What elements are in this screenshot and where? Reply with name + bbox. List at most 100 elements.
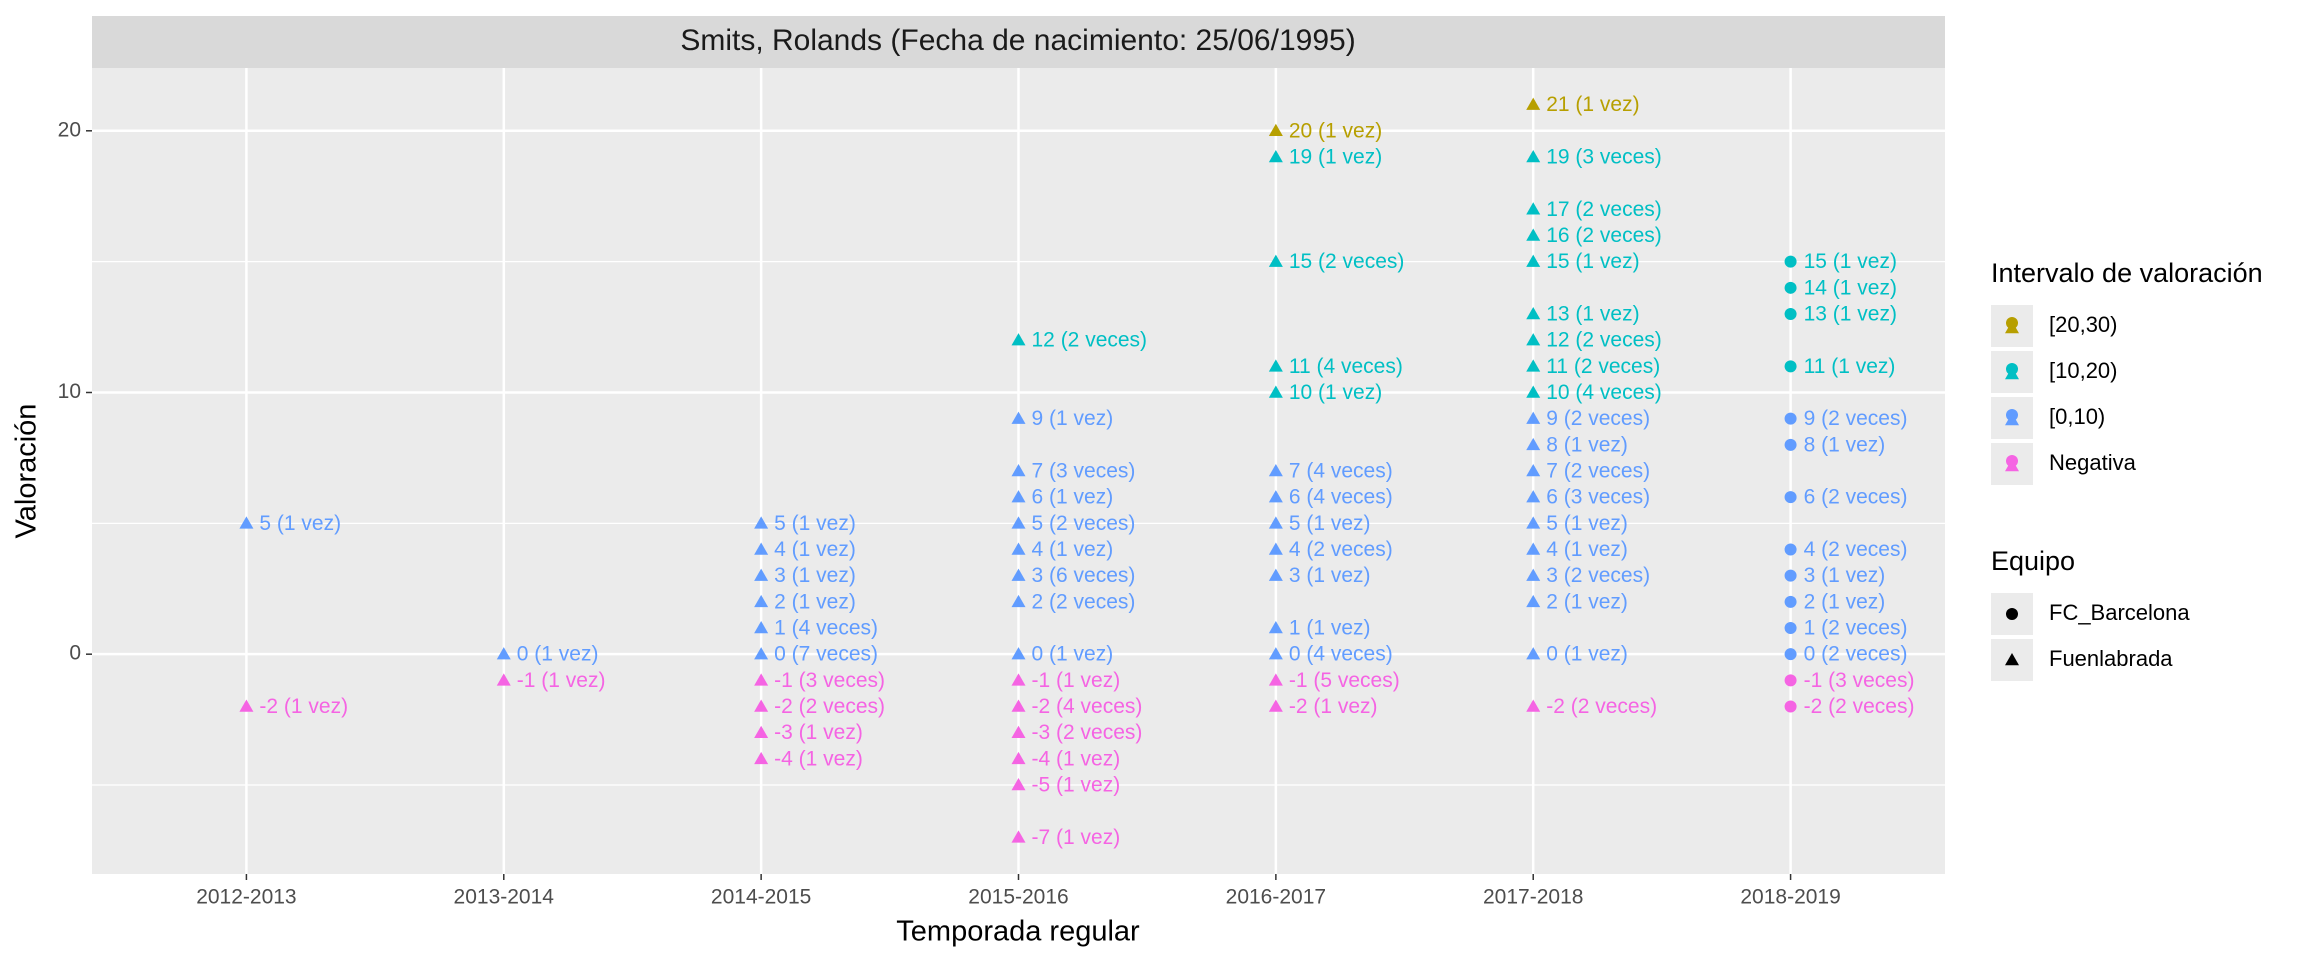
x-tick-label: 2018-2019: [1740, 886, 1840, 909]
point: [1011, 542, 1026, 555]
y-tick-label: 20: [58, 118, 81, 141]
point-label: -1 (3 veces): [1804, 669, 1915, 692]
point: [1526, 385, 1541, 398]
point: [1784, 622, 1797, 635]
point: [496, 673, 511, 686]
legend-swatch: [2006, 608, 2018, 620]
point-label: -1 (1 vez): [517, 669, 606, 692]
point-label: 16 (2 veces): [1546, 224, 1662, 247]
point: [1784, 700, 1797, 713]
x-axis-title: Temporada regular: [896, 916, 1140, 948]
point-label: 3 (1 vez): [1289, 564, 1371, 587]
y-axis-title: Valoración: [11, 404, 43, 539]
y-tick-label: 10: [58, 380, 81, 403]
point: [1784, 595, 1797, 608]
x-tick-label: 2016-2017: [1226, 886, 1326, 909]
point: [1526, 254, 1541, 267]
point: [1784, 307, 1797, 320]
point: [1526, 516, 1541, 529]
point: [1526, 542, 1541, 555]
point-label: 11 (1 vez): [1804, 355, 1896, 378]
point: [1784, 569, 1797, 582]
point-label: 5 (1 vez): [1289, 512, 1371, 535]
point: [1526, 202, 1541, 215]
point: [754, 542, 769, 555]
x-tick-label: 2012-2013: [196, 886, 296, 909]
point-label: 0 (1 vez): [1546, 643, 1628, 666]
legend-swatch: [2005, 321, 2019, 334]
point: [1784, 543, 1797, 556]
point-label: 5 (1 vez): [774, 512, 856, 535]
point-label: 4 (2 veces): [1804, 538, 1908, 561]
legend-swatch: [2005, 367, 2019, 380]
point: [1268, 149, 1283, 163]
x-tick-label: 2013-2014: [454, 886, 555, 909]
point-label: 0 (7 veces): [774, 643, 878, 666]
point: [1011, 411, 1026, 424]
point-label: 5 (1 vez): [259, 512, 341, 535]
point: [754, 568, 769, 581]
point-label: 3 (2 veces): [1546, 564, 1650, 587]
point-label: 11 (4 veces): [1289, 355, 1403, 378]
point-label: -4 (1 vez): [774, 747, 863, 770]
legend-label: [20,30): [2049, 312, 2118, 337]
point-label: 0 (4 veces): [1289, 643, 1393, 666]
point: [1011, 830, 1026, 843]
point-label: 0 (1 vez): [1032, 643, 1114, 666]
point: [1784, 255, 1797, 268]
point: [1268, 464, 1283, 477]
chart-title: Smits, Rolands (Fecha de nacimiento: 25/…: [680, 24, 1355, 57]
point-label: 12 (2 veces): [1032, 329, 1148, 352]
point-label: 6 (3 veces): [1546, 486, 1650, 509]
x-tick-label: 2014-2015: [711, 886, 811, 909]
point: [1526, 437, 1541, 451]
point: [754, 594, 769, 608]
point-label: -2 (2 veces): [774, 695, 885, 718]
point: [1011, 673, 1026, 686]
point-label: 8 (1 vez): [1804, 433, 1886, 456]
point-label: 3 (6 veces): [1032, 564, 1136, 587]
point-label: 17 (2 veces): [1546, 198, 1662, 221]
point-label: 2 (1 vez): [1804, 590, 1886, 613]
point-label: 19 (3 veces): [1546, 146, 1662, 169]
point-label: 9 (2 veces): [1546, 407, 1650, 430]
point: [1526, 568, 1541, 581]
point-label: 10 (1 vez): [1289, 381, 1382, 404]
legend-label: Negativa: [2049, 450, 2137, 475]
point: [1268, 673, 1283, 686]
point: [1526, 464, 1541, 477]
point: [239, 516, 254, 529]
point: [1526, 411, 1541, 424]
point-label: 7 (2 veces): [1546, 460, 1650, 483]
point-label: 4 (1 vez): [774, 538, 856, 561]
point-label: 0 (2 veces): [1804, 643, 1908, 666]
point-label: 6 (4 veces): [1289, 486, 1393, 509]
point-label: 15 (2 veces): [1289, 250, 1405, 273]
point-label: 0 (1 vez): [517, 643, 599, 666]
point-label: 4 (2 veces): [1289, 538, 1393, 561]
legend-label: Fuenlabrada: [2049, 646, 2173, 671]
point: [754, 647, 769, 660]
point: [1011, 333, 1026, 346]
point-label: -7 (1 vez): [1032, 826, 1121, 849]
point-label: 2 (1 vez): [1546, 590, 1628, 613]
point-label: 13 (1 vez): [1546, 303, 1639, 326]
point: [1011, 490, 1026, 503]
point: [1268, 123, 1283, 137]
point-label: 15 (1 vez): [1546, 250, 1639, 273]
y-tick-label: 0: [69, 642, 81, 665]
point: [754, 751, 769, 765]
point: [1526, 149, 1541, 163]
point: [1268, 699, 1283, 712]
point-label: -2 (4 veces): [1032, 695, 1143, 718]
point: [496, 647, 511, 660]
point-label: 9 (2 veces): [1804, 407, 1908, 430]
point-label: 5 (1 vez): [1546, 512, 1628, 535]
point-label: 4 (1 vez): [1032, 538, 1114, 561]
legend-swatch: [2005, 459, 2019, 472]
point-label: 6 (1 vez): [1032, 486, 1114, 509]
point: [1011, 594, 1026, 608]
point: [1784, 412, 1797, 425]
point: [1268, 542, 1283, 555]
